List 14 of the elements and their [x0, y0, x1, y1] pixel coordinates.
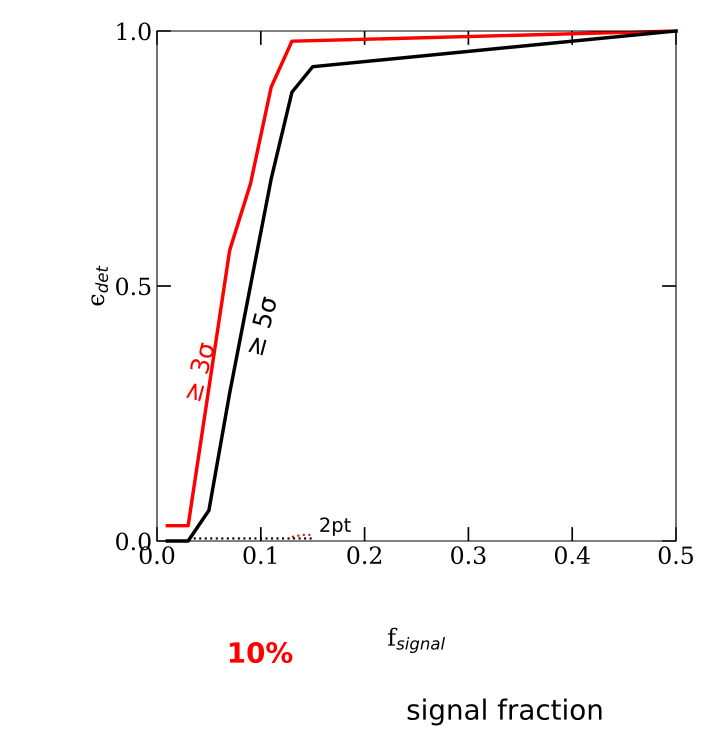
x-tick-label: 0.2: [347, 546, 382, 564]
x-tick-label: 0.4: [554, 546, 590, 564]
x-tick-label: 0.5: [658, 546, 693, 564]
text: ≥ 5σ: [244, 295, 278, 356]
text: signal fraction: [408, 698, 602, 726]
text: 10%: [230, 642, 292, 664]
y-axis-title: ϵ$_{det}$: [91, 266, 108, 306]
x-tick-label: 0.1: [244, 546, 276, 564]
annotation: 2pt: [320, 517, 351, 536]
y-tick-label: 0.5: [116, 277, 150, 296]
y-tick-label: 1.0: [117, 22, 151, 40]
x-axis-title: f$_{signal}$: [388, 628, 445, 653]
text: ≥ 3σ: [182, 341, 216, 402]
x-tick-label: 0.3: [451, 546, 486, 564]
